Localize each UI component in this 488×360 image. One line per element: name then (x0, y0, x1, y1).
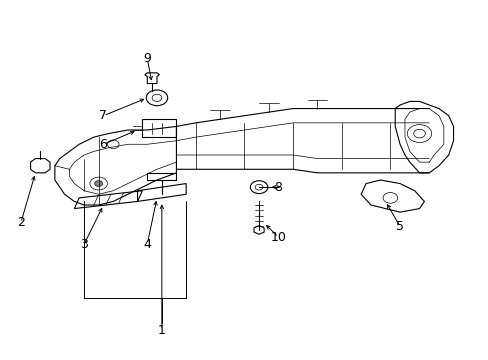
Text: 2: 2 (17, 216, 25, 229)
Text: 9: 9 (143, 52, 151, 65)
Text: 10: 10 (270, 231, 286, 244)
Text: 7: 7 (99, 109, 107, 122)
Text: 4: 4 (143, 238, 151, 251)
Circle shape (95, 181, 102, 186)
Text: 6: 6 (100, 138, 107, 151)
Text: 3: 3 (80, 238, 88, 251)
Text: 5: 5 (395, 220, 403, 233)
Text: 8: 8 (274, 181, 282, 194)
Text: 1: 1 (158, 324, 165, 337)
